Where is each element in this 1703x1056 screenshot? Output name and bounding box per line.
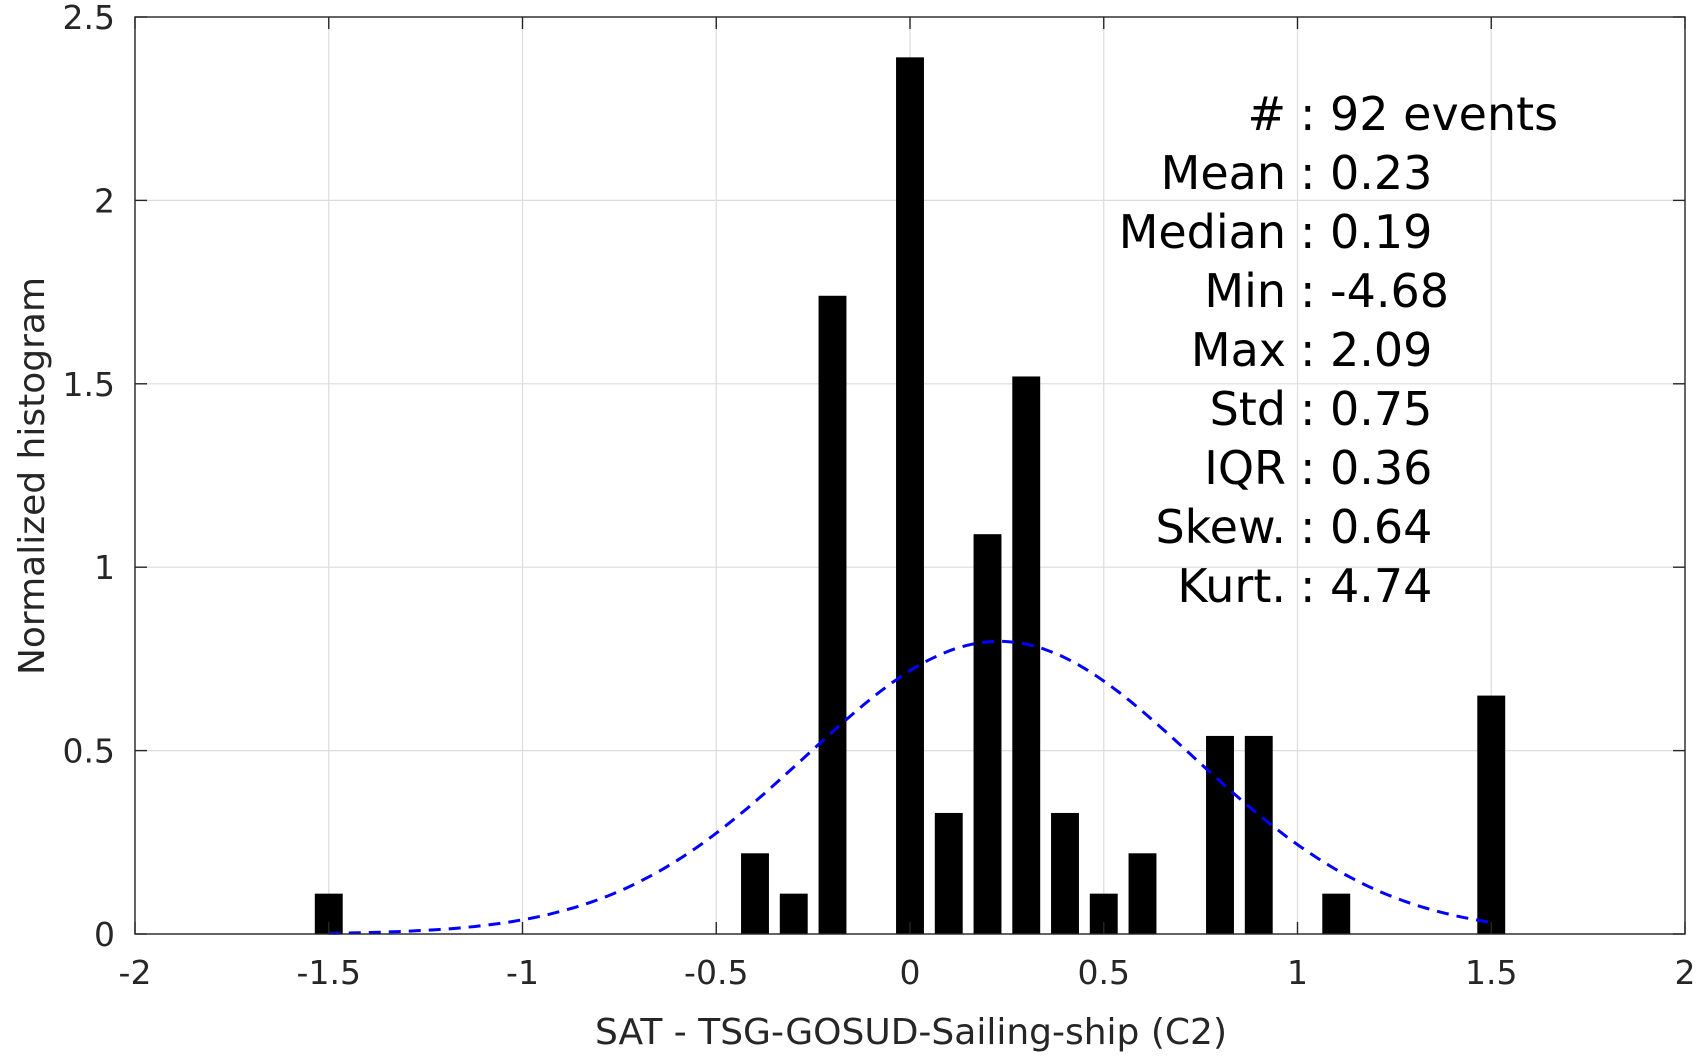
stat-label: Max	[1191, 323, 1286, 377]
histogram-bar	[1477, 695, 1506, 934]
stat-label: Min	[1204, 264, 1286, 318]
histogram-bar	[1051, 812, 1079, 934]
stat-value: 0.64	[1330, 500, 1432, 554]
normal-fit-curve	[328, 639, 1492, 935]
stat-value: 0.36	[1330, 441, 1432, 495]
histogram-bar	[741, 853, 769, 934]
x-tick-label: -1	[506, 953, 539, 992]
histogram-bar	[1128, 853, 1157, 934]
histogram-bar	[896, 57, 924, 934]
y-tick-label: 1	[94, 548, 115, 587]
y-tick-label: 2	[94, 181, 115, 220]
stat-separator: :	[1300, 323, 1316, 377]
stat-separator: :	[1300, 559, 1316, 613]
x-tick-label: 0.5	[1078, 953, 1130, 992]
stat-separator: :	[1300, 264, 1316, 318]
y-tick-label: 0.5	[63, 732, 115, 771]
y-tick-label: 2.5	[63, 0, 115, 37]
stat-label: Kurt.	[1177, 559, 1286, 613]
tick-labels: -2 -1.5 -1 -0.5 0 0.5 1 1.5 2 0 0.5 1 1.5 2 2.5	[63, 0, 1696, 992]
stat-label: #	[1247, 87, 1286, 141]
stat-label: Skew.	[1155, 500, 1286, 554]
stat-value: 0.75	[1330, 382, 1432, 436]
stat-label: Std	[1210, 382, 1286, 436]
histogram-bar	[1206, 735, 1234, 934]
stat-label: IQR	[1204, 441, 1286, 495]
histogram-bar	[779, 893, 808, 934]
stat-value: 2.09	[1330, 323, 1432, 377]
histogram-bar	[934, 812, 963, 934]
histogram-bar	[1012, 376, 1041, 934]
x-tick-label: 1	[1287, 953, 1308, 992]
x-tick-label: 0	[900, 953, 921, 992]
axes-frame	[134, 16, 1686, 935]
x-tick-label: -0.5	[684, 953, 748, 992]
y-axis-label: Normalized histogram	[12, 277, 53, 675]
x-tick-label: -2	[119, 953, 152, 992]
stat-label: Mean	[1161, 146, 1286, 200]
histogram-bar	[1244, 735, 1273, 934]
x-tick-label: -1.5	[297, 953, 361, 992]
y-tick-label: 1.5	[63, 365, 115, 404]
stat-separator: :	[1300, 146, 1316, 200]
stat-separator: :	[1300, 441, 1316, 495]
x-tick-label: 2	[1675, 953, 1696, 992]
histogram-bars	[314, 57, 1506, 934]
histogram-bar	[818, 295, 847, 934]
stat-value: 4.74	[1330, 559, 1432, 613]
histogram-bar	[973, 534, 1002, 934]
x-tick-label: 1.5	[1465, 953, 1517, 992]
y-tick-label: 0	[94, 915, 115, 954]
stat-separator: :	[1300, 87, 1316, 141]
stat-value: 0.23	[1330, 146, 1432, 200]
stat-separator: :	[1300, 382, 1316, 436]
histogram-bar	[1322, 893, 1351, 934]
stat-separator: :	[1300, 205, 1316, 259]
stat-label: Median	[1119, 205, 1286, 259]
stat-separator: :	[1300, 500, 1316, 554]
stat-value: -4.68	[1330, 264, 1449, 318]
x-axis-label: SAT - TSG-GOSUD-Sailing-ship (C2)	[595, 1012, 1227, 1053]
stat-value: 92 events	[1330, 87, 1558, 141]
stat-value: 0.19	[1330, 205, 1432, 259]
